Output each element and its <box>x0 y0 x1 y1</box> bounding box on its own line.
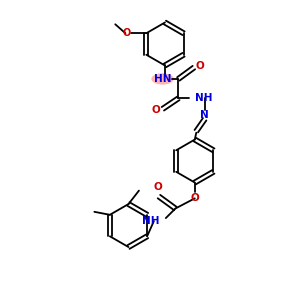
Text: N: N <box>200 110 209 120</box>
Text: HN: HN <box>154 74 171 84</box>
Text: NH: NH <box>195 93 212 103</box>
Ellipse shape <box>151 73 174 85</box>
Text: O: O <box>153 182 162 192</box>
Text: O: O <box>152 105 161 115</box>
Text: NH: NH <box>142 216 160 226</box>
Text: O: O <box>196 61 205 71</box>
Text: O: O <box>190 193 199 203</box>
Text: O: O <box>122 28 130 38</box>
